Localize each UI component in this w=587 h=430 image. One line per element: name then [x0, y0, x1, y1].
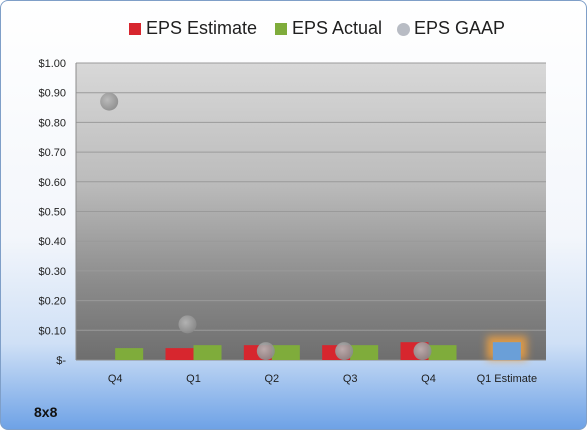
x-tick-label: Q4: [108, 373, 123, 385]
bar-eps-actual: [193, 345, 222, 360]
legend-swatch-eps-gaap: [397, 23, 410, 36]
legend-swatch-eps-estimate: [129, 23, 141, 35]
y-tick-label: $0.90: [38, 88, 66, 100]
bar-eps-actual: [271, 345, 300, 360]
y-tick-label: $0.50: [38, 207, 66, 219]
point-eps-gaap: [100, 92, 119, 111]
legend-label-eps-gaap: EPS GAAP: [414, 18, 506, 38]
bar-eps-actual: [350, 345, 379, 360]
bar-eps-actual: [428, 345, 457, 360]
point-eps-gaap: [256, 342, 275, 361]
y-tick-label: $1.00: [38, 58, 66, 70]
x-tick-label: Q1 Estimate: [477, 373, 538, 385]
legend-label-eps-actual: EPS Actual: [292, 18, 383, 38]
y-tick-label: $0.10: [38, 325, 66, 337]
point-eps-gaap: [178, 315, 197, 334]
legend: EPS Estimate EPS Actual EPS GAAP: [1, 17, 586, 41]
point-eps-gaap: [335, 342, 354, 361]
legend-swatch-eps-actual: [275, 23, 287, 35]
x-tick-label: Q4: [421, 373, 436, 385]
point-eps-gaap: [413, 342, 432, 361]
y-tick-label: $0.60: [38, 177, 66, 189]
x-tick-label: Q3: [343, 373, 358, 385]
bar-eps-actual: [115, 348, 144, 360]
company-name: 8x8: [34, 404, 58, 420]
legend-label-eps-estimate: EPS Estimate: [146, 18, 258, 38]
bar-q1-estimate: [492, 342, 521, 360]
y-tick-label: $0.30: [38, 266, 66, 278]
bar-eps-estimate: [165, 348, 194, 360]
y-tick-label: $-: [56, 355, 66, 367]
y-tick-label: $0.80: [38, 117, 66, 129]
y-tick-label: $0.70: [38, 147, 66, 159]
y-tick-label: $0.20: [38, 296, 66, 308]
x-tick-label: Q1: [186, 373, 201, 385]
x-tick-label: Q2: [264, 373, 279, 385]
chart-plot: $1.00 $0.90 $0.80 $0.70 $0.60 $0.50 $0.40 $0.30…: [38, 58, 546, 385]
y-tick-label: $0.40: [38, 236, 66, 248]
